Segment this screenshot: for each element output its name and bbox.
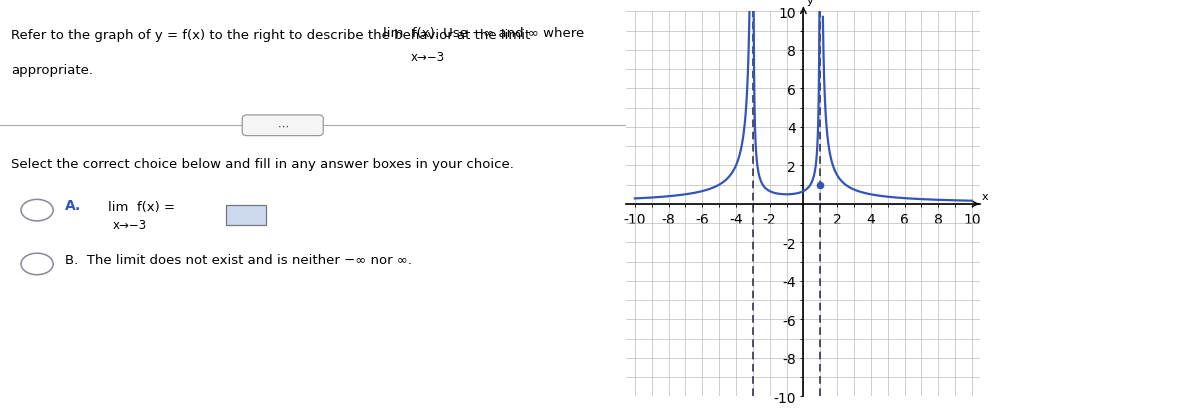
- Text: x→−3: x→−3: [113, 219, 146, 232]
- Text: lim  f(x). Use −∞ and ∞ where: lim f(x). Use −∞ and ∞ where: [383, 27, 584, 40]
- Text: appropriate.: appropriate.: [11, 64, 94, 77]
- Text: Select the correct choice below and fill in any answer boxes in your choice.: Select the correct choice below and fill…: [11, 158, 514, 171]
- Text: y: y: [806, 0, 814, 6]
- Text: ⋯: ⋯: [277, 121, 289, 131]
- FancyBboxPatch shape: [226, 205, 265, 225]
- Text: lim  f(x) =: lim f(x) =: [108, 200, 175, 213]
- Text: x→−3: x→−3: [410, 50, 445, 63]
- Text: Refer to the graph of y = f(x) to the right to describe the behavior at the limi: Refer to the graph of y = f(x) to the ri…: [11, 29, 530, 42]
- FancyBboxPatch shape: [242, 116, 323, 136]
- Text: A.: A.: [65, 199, 82, 213]
- Text: x: x: [982, 192, 989, 202]
- Text: B.  The limit does not exist and is neither −∞ nor ∞.: B. The limit does not exist and is neith…: [65, 254, 412, 267]
